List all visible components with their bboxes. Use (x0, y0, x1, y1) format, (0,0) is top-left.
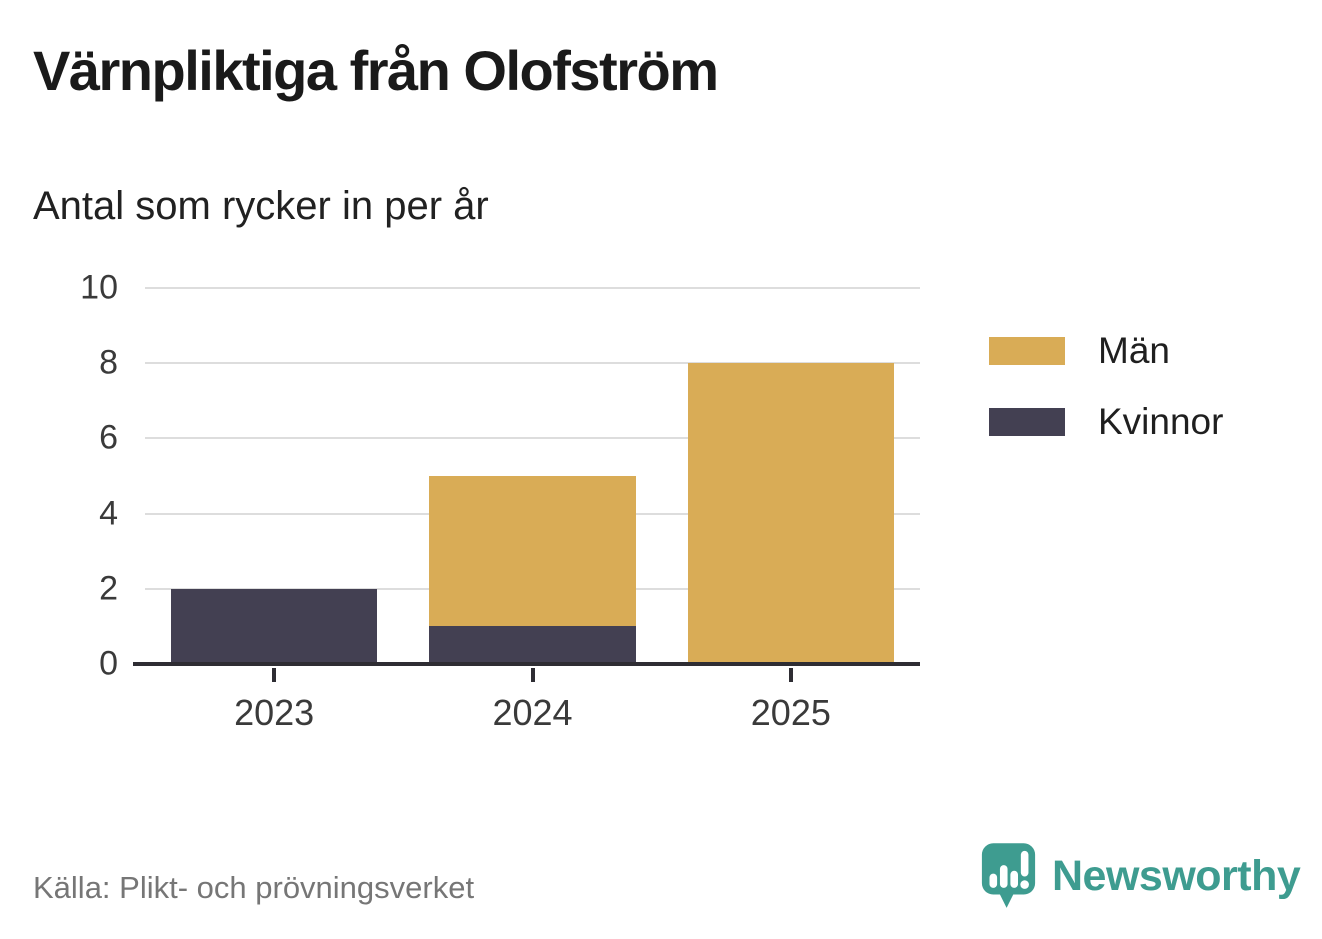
x-axis-baseline (133, 662, 920, 666)
bar-segment (687, 363, 895, 664)
branding-name: Newsworthy (1052, 852, 1301, 900)
y-tick-label: 10 (80, 268, 118, 307)
y-tick-label: 8 (99, 343, 118, 382)
y-tick-label: 4 (99, 494, 118, 533)
x-tick-label: 2023 (234, 692, 315, 733)
y-axis: 0 2 4 6 8 10 (0, 269, 118, 683)
gridline (145, 437, 920, 440)
chart-title: Värnpliktiga från Olofström (33, 39, 719, 102)
bar-2024 (429, 288, 636, 664)
bar-segment (429, 476, 636, 627)
x-tick-label: 2024 (492, 692, 573, 733)
x-tick-mark (788, 668, 793, 682)
gridline (145, 287, 920, 289)
x-tick-mark (272, 668, 277, 682)
x-tick-label: 2025 (750, 692, 831, 733)
legend: Män Kvinnor (989, 330, 1223, 443)
legend-swatch-women (989, 408, 1065, 436)
branding: Newsworthy (980, 841, 1301, 917)
legend-label-men: Män (1098, 330, 1170, 371)
newsworthy-logo-icon (980, 841, 1037, 917)
x-axis: 2023 2024 2025 (145, 664, 920, 744)
y-tick-label: 2 (99, 569, 118, 608)
chart-subtitle: Antal som rycker in per år (33, 184, 489, 228)
bar-segment (170, 588, 378, 664)
legend-swatch-men (989, 337, 1065, 365)
y-tick-label: 6 (99, 418, 118, 457)
source-note: Källa: Plikt- och prövningsverket (33, 870, 475, 905)
legend-label-women: Kvinnor (1098, 401, 1224, 442)
gridline (145, 362, 920, 365)
legend-item-women: Kvinnor (989, 401, 1223, 443)
plot-area (133, 287, 920, 666)
bar-2023 (170, 288, 378, 664)
y-tick-label: 0 (99, 644, 118, 683)
x-tick-mark (530, 668, 535, 682)
bar-segment (429, 626, 636, 664)
legend-item-men: Män (989, 330, 1223, 372)
bar-2025 (687, 288, 895, 664)
